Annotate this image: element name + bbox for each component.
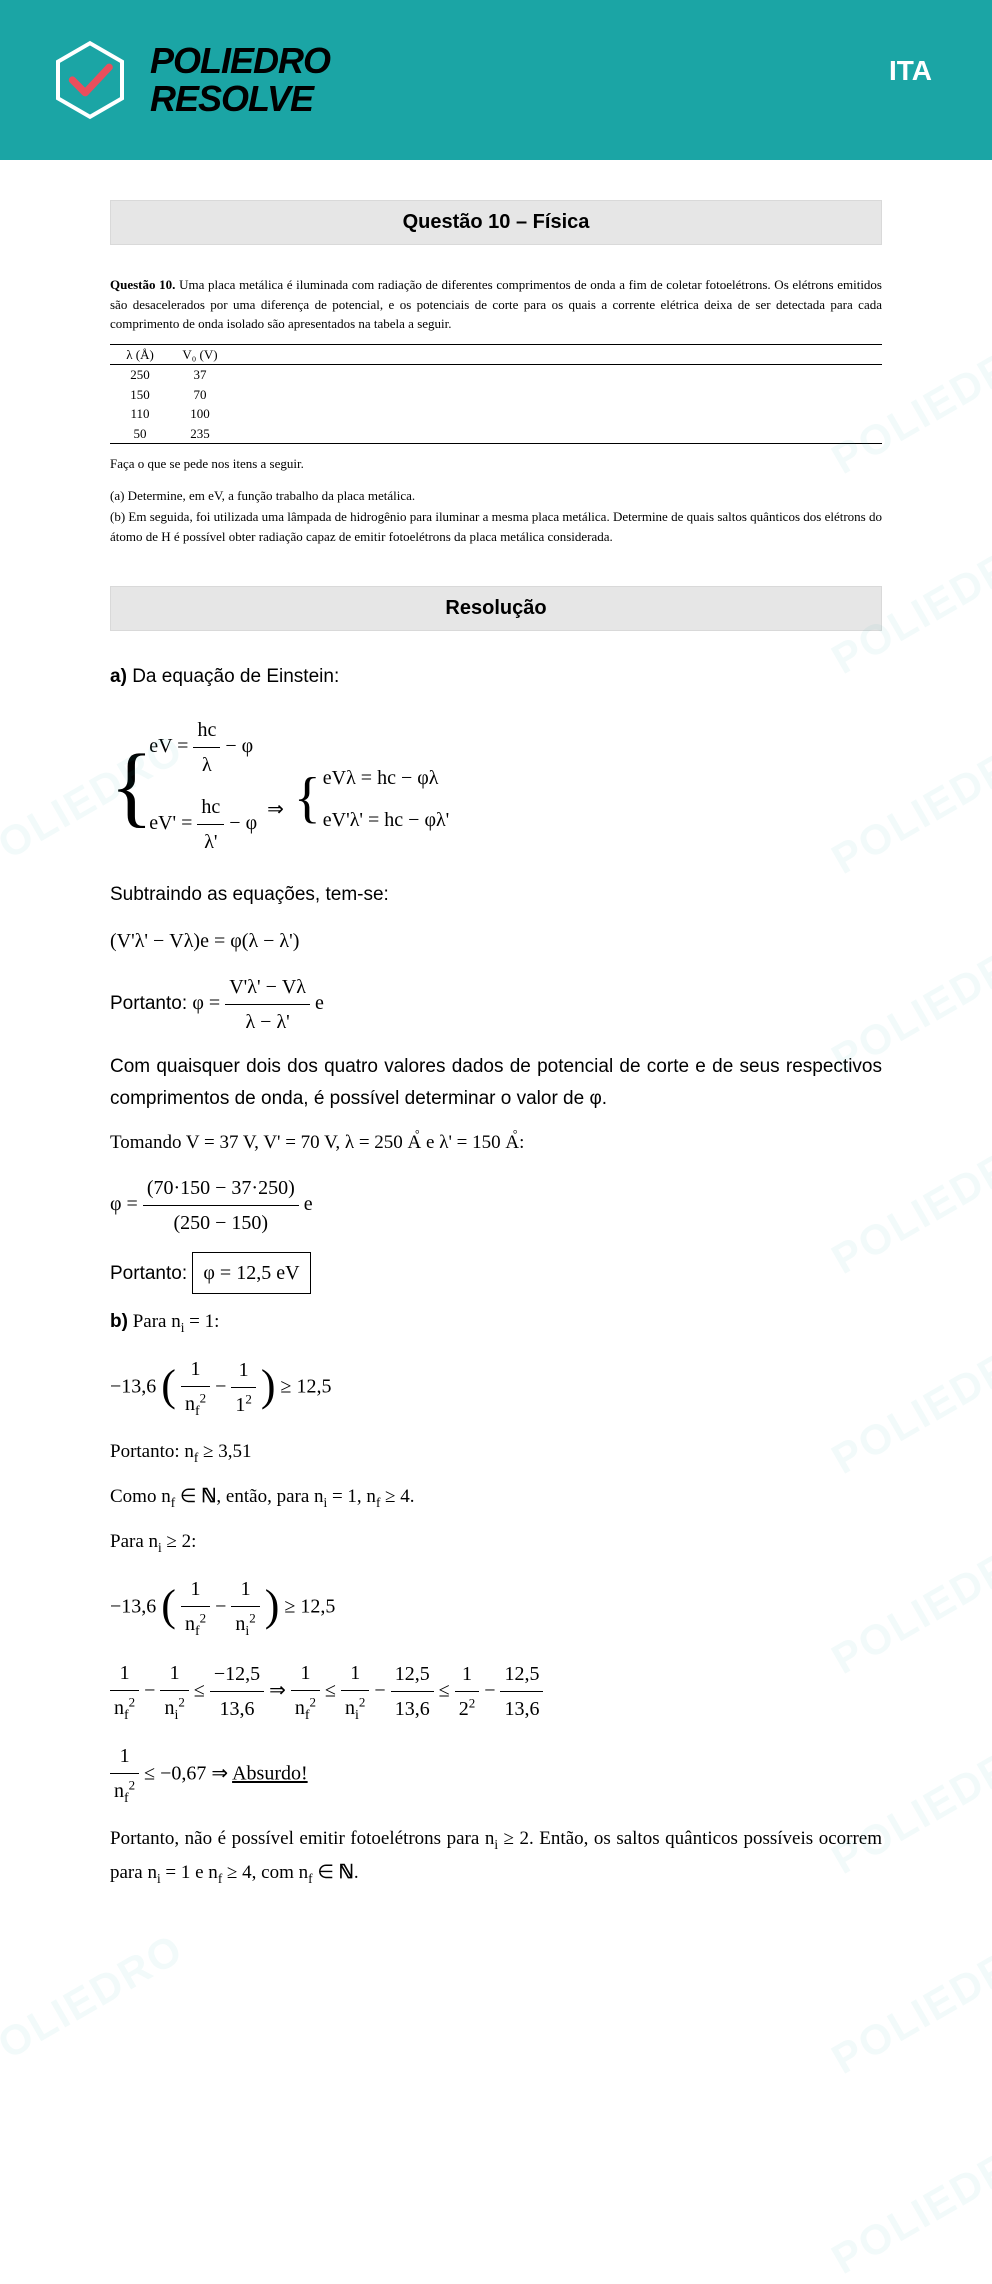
question-number: Questão 10. bbox=[110, 277, 175, 292]
watermark: POLIEDRO bbox=[824, 2124, 992, 2283]
final-conclusion: Portanto, não é possível emitir fotoelét… bbox=[110, 1823, 882, 1890]
chosen-values: Tomando V = 37 V, V' = 70 V, λ = 250 A e… bbox=[110, 1127, 882, 1159]
b-portanto-nf: Portanto: nf ≥ 3,51 bbox=[110, 1436, 882, 1469]
exam-label: ITA bbox=[889, 55, 932, 87]
subtract-intro: Subtraindo as equações, tem-se: bbox=[110, 879, 882, 911]
b-inequality-2: −13,6 ( 1nf2 − 1ni2 ) ≥ 12,5 bbox=[110, 1572, 882, 1644]
b-chain: 1nf2 − 1ni2 ≤ −12,513,6 ⇒ 1nf2 ≤ 1ni2 − … bbox=[110, 1656, 882, 1728]
table-row: 25037 bbox=[110, 365, 882, 385]
part-b-intro: b) Para ni = 1: bbox=[110, 1306, 882, 1339]
b-inequality-1: −13,6 ( 1nf2 − 112 ) ≥ 12,5 bbox=[110, 1352, 882, 1424]
brand-text: POLIEDRO RESOLVE bbox=[150, 42, 330, 118]
b-absurd: 1nf2 ≤ −0,67 ⇒ Absurdo! bbox=[110, 1739, 882, 1811]
question-statement: Questão 10. Uma placa metálica é ilumina… bbox=[110, 275, 882, 546]
solution-body: a) a) Da equação de Einstein:Da equação … bbox=[110, 661, 882, 1890]
resolution-title-bar: Resolução bbox=[110, 586, 882, 631]
brand-logo: POLIEDRO RESOLVE bbox=[50, 40, 330, 120]
question-prompt: Faça o que se pede nos itens a seguir. bbox=[110, 454, 882, 474]
part-a-intro: a) a) Da equação de Einstein:Da equação … bbox=[110, 661, 882, 693]
brand-line1: POLIEDRO bbox=[150, 42, 330, 80]
table-row: 50235 bbox=[110, 424, 882, 444]
phi-calc: φ = (70·150 − 37·250)(250 − 150) e bbox=[110, 1171, 882, 1240]
watermark: POLIEDRO bbox=[824, 1924, 992, 2083]
any-two-values: Com quaisquer dois dos quatro valores da… bbox=[110, 1051, 882, 1116]
table-header-lambda: λ (Å) bbox=[110, 345, 170, 365]
table-row: 110100 bbox=[110, 404, 882, 424]
page-header: POLIEDRO RESOLVE ITA bbox=[0, 0, 992, 160]
question-title-bar: Questão 10 – Física bbox=[110, 200, 882, 245]
table-row: 15070 bbox=[110, 385, 882, 405]
b-para-ni2: Para ni ≥ 2: bbox=[110, 1526, 882, 1559]
data-table: λ (Å) V₀ (V) 250371507011010050235 bbox=[110, 344, 882, 445]
watermark: POLIEDRO bbox=[0, 1924, 192, 2083]
b-como: Como nf ∈ ℕ, então, para ni = 1, nf ≥ 4. bbox=[110, 1481, 882, 1514]
table-header-v: V₀ (V) bbox=[170, 345, 230, 365]
item-a: (a) Determine, em eV, a função trabalho … bbox=[110, 486, 882, 506]
brand-line2: RESOLVE bbox=[150, 80, 330, 118]
phi-formula: Portanto: φ = V'λ' − Vλλ − λ' e bbox=[110, 970, 882, 1039]
page-content: POLIEDROPOLIEDROPOLIEDROPOLIEDROPOLIEDRO… bbox=[0, 160, 992, 1962]
subtract-eq: (V'λ' − Vλ)e = φ(λ − λ') bbox=[110, 924, 882, 958]
equation-system: { eV = hcλ − φ eV' = hcλ' − φ ⇒ { eVλ = … bbox=[110, 705, 882, 867]
hexagon-check-icon bbox=[50, 40, 130, 120]
question-text: Uma placa metálica é iluminada com radia… bbox=[110, 277, 882, 331]
result-box-line: Portanto: φ = 12,5 eV bbox=[110, 1252, 882, 1294]
boxed-result: φ = 12,5 eV bbox=[192, 1252, 310, 1294]
item-b: (b) Em seguida, foi utilizada uma lâmpad… bbox=[110, 507, 882, 546]
